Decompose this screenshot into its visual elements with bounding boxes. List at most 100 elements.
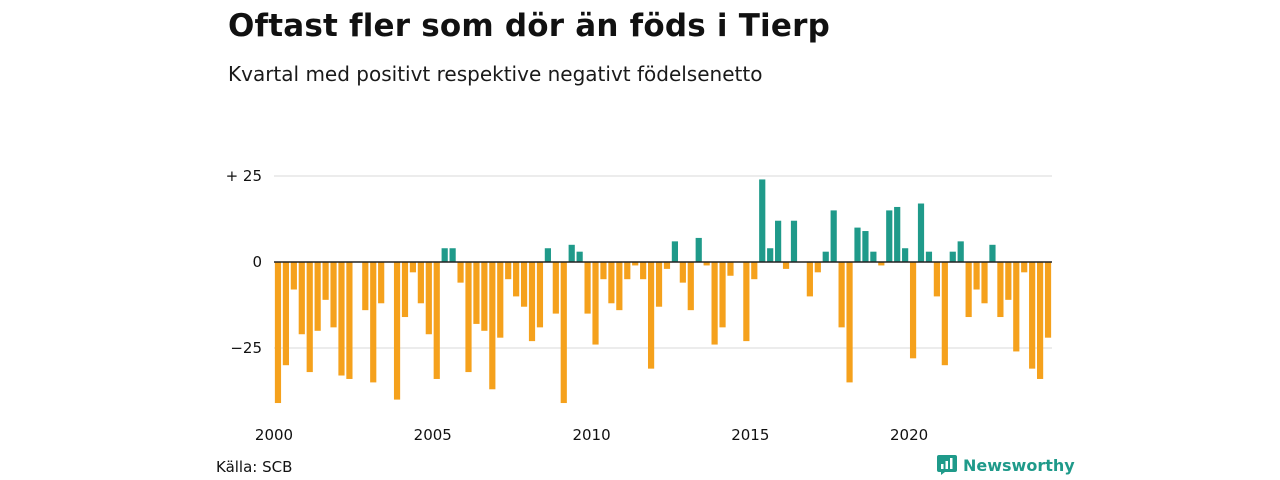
bar [576,251,583,262]
bar [862,231,869,262]
bar [854,227,861,262]
bar [1036,262,1044,379]
bar [568,244,575,262]
bar [632,262,639,266]
bar [528,262,536,342]
bar [417,262,424,304]
brand-name: Newsworthy [963,455,1075,475]
bar [949,251,956,262]
bar [933,262,940,297]
bar [552,262,559,314]
bar [894,206,901,262]
bar [973,262,980,290]
bar [338,262,345,376]
bar [449,248,456,262]
bar [981,262,988,304]
brand-logo: Newsworthy [937,455,1075,475]
bar [298,262,305,335]
x-tick-label: 2005 [414,426,452,444]
bar [314,262,321,331]
bar [362,262,369,311]
bar [497,262,504,338]
bar [536,262,544,328]
bar [647,262,655,369]
newsworthy-logo-icon [937,455,957,475]
bar [592,262,599,345]
bar [870,251,877,262]
bar [616,262,623,311]
bar [560,262,567,404]
x-tick-label: 2020 [890,426,928,444]
bar [1013,262,1020,352]
bar [457,262,464,283]
bar [505,262,512,280]
bar [425,262,432,335]
bar [902,248,909,262]
bar [393,262,401,400]
chart-subtitle: Kvartal med positivt respektive negativt… [228,62,763,86]
bar [274,262,282,404]
bar [290,262,297,290]
bar [409,262,417,273]
bar [584,262,591,314]
bar [679,262,686,283]
bar [513,262,520,297]
bar [1005,262,1012,300]
bar [322,262,329,300]
bar [846,262,853,383]
bar [965,262,972,318]
bar [330,262,337,328]
x-tick-label: 2000 [255,426,293,444]
bar [481,262,488,331]
bar [743,262,750,342]
bar [997,262,1004,318]
bar [782,262,790,269]
bar [306,262,313,373]
bar [711,262,718,345]
bar [719,262,726,328]
bar [640,262,647,280]
bar [886,210,893,262]
bar [282,262,290,366]
bar [909,262,917,359]
bar [759,179,766,262]
bar [520,262,528,307]
y-tick-label: + 25 [226,167,262,185]
bar [917,203,925,262]
bar-chart: + 25 0 −25 2000 2005 2010 2015 2020 [226,167,1052,444]
bar [346,262,353,379]
bar [957,241,964,262]
bar [727,262,734,276]
bar [624,262,631,280]
bar [441,248,448,262]
y-tick-label: −25 [230,339,262,357]
bar [775,220,782,262]
source-note: Källa: SCB [216,458,293,476]
bar [703,262,710,266]
bar [401,262,409,318]
bar [687,262,694,311]
bar [655,262,663,307]
bar [822,251,829,262]
bar [473,262,480,324]
bar [878,262,885,266]
bar [544,248,551,262]
bar [600,262,607,280]
bar [925,251,933,262]
bar [378,262,385,304]
bar [751,262,758,280]
chart-title: Oftast fler som dör än föds i Tierp [228,8,830,44]
x-tick-label: 2010 [572,426,610,444]
bar [767,248,774,262]
bar [1029,262,1036,369]
bar [465,262,472,373]
bar [1044,262,1052,338]
x-tick-label: 2015 [731,426,769,444]
bar [830,210,837,262]
bar [806,262,813,297]
bar [989,244,996,262]
bar [671,241,679,262]
bar [814,262,821,273]
bar [941,262,948,366]
y-tick-label: 0 [252,253,262,271]
